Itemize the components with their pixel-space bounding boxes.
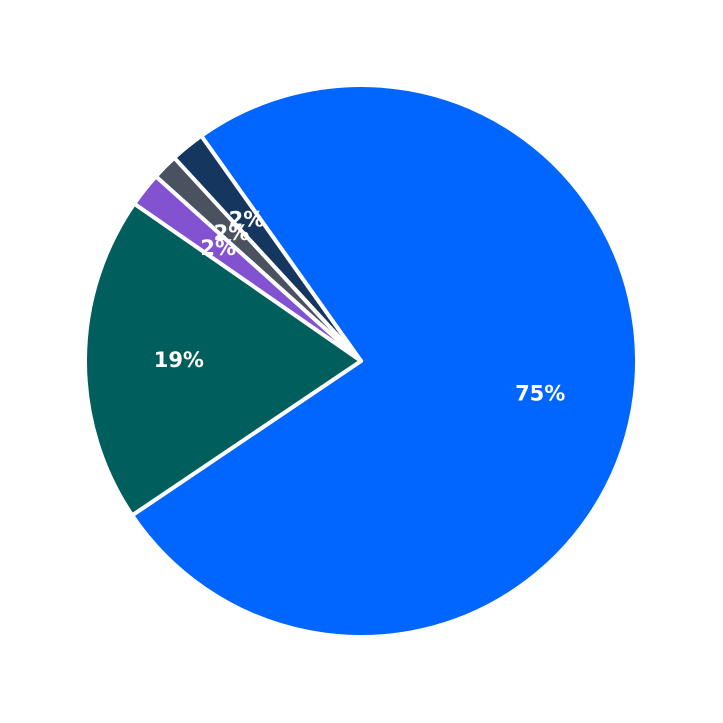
pie-slice-0: [130, 83, 639, 639]
pie-labels: 75%2%2%2%19%: [154, 207, 566, 405]
pie-slices: [83, 83, 639, 639]
pie-slice-4: [83, 201, 363, 518]
pie-slice-label-0: 75%: [515, 382, 565, 406]
pie-slice-label-4: 19%: [154, 348, 204, 372]
pie-slice-label-3: 2%: [200, 236, 236, 260]
pie-slice-label-2: 2%: [214, 221, 250, 245]
pie-slice-label-1: 2%: [229, 207, 265, 231]
